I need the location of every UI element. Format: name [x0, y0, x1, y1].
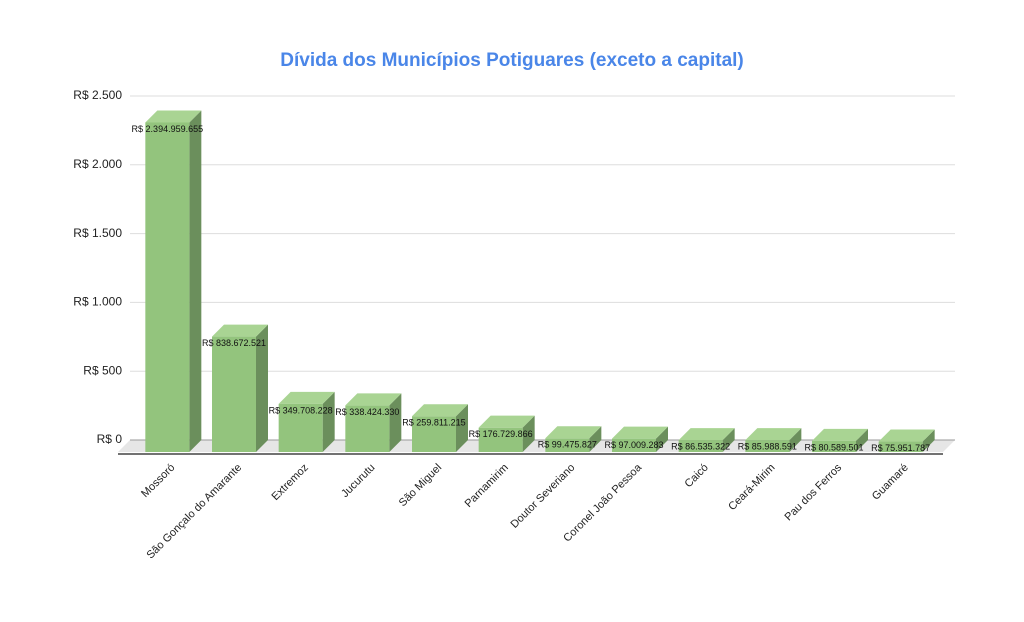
bar-front: [812, 440, 856, 452]
bar-side: [589, 426, 602, 452]
bar-front: [612, 438, 656, 452]
bar-side: [456, 404, 468, 452]
bar-side: [322, 391, 335, 452]
bar: [745, 428, 802, 452]
value-label: R$ 176.729.866: [469, 429, 533, 439]
bar-front: [878, 441, 923, 452]
bar-front: [545, 438, 590, 452]
bar-side: [656, 426, 668, 452]
x-tick-label: Ceará-Mirim: [726, 462, 777, 513]
y-tick-label: R$ 2.000: [73, 157, 122, 171]
bar-front: [678, 440, 723, 452]
value-label: R$ 2.394.959.655: [132, 124, 204, 134]
bar-side: [722, 428, 735, 452]
bar: [145, 110, 202, 452]
bar: [812, 428, 868, 452]
value-label: R$ 85.988.591: [738, 442, 797, 452]
x-tick-label: Doutor Severiano: [508, 462, 577, 531]
bar: [478, 415, 535, 452]
bar: [412, 404, 468, 452]
value-label: R$ 349.708.228: [269, 405, 333, 415]
bar-top: [345, 393, 402, 406]
x-tick-label: Jucurutu: [339, 462, 377, 500]
x-tick-label: Extremoz: [269, 462, 310, 503]
bar-top: [878, 429, 935, 442]
bar: [278, 391, 335, 452]
bar-top: [212, 324, 268, 337]
x-tick-label: Parnamirim: [463, 462, 511, 510]
x-tick-label: São Miguel: [397, 462, 444, 509]
bar-side: [922, 429, 935, 452]
bar: [612, 426, 668, 452]
bar: [345, 393, 402, 452]
value-label: R$ 86.535.322: [671, 441, 730, 451]
value-label: R$ 75.951.787: [871, 443, 930, 453]
bar-side: [189, 110, 202, 452]
bar-front: [212, 336, 256, 452]
bar: [878, 429, 935, 452]
bar-top: [545, 426, 602, 439]
bar-front: [478, 427, 523, 452]
bar-top: [145, 110, 202, 123]
y-tick-label: R$ 1.500: [73, 226, 122, 240]
x-tick-label: Mossoró: [139, 462, 177, 500]
value-label: R$ 338.424.330: [335, 407, 399, 417]
bar-top: [745, 428, 802, 441]
bar-front: [345, 405, 390, 452]
chart-title: Dívida dos Municípios Potiguares (exceto…: [280, 50, 744, 71]
x-tick-label: Guamaré: [870, 462, 911, 503]
bar-front: [412, 416, 456, 452]
x-tick-label: Caicó: [682, 462, 710, 490]
bar-front: [145, 122, 190, 452]
bar-side: [256, 324, 268, 452]
bar: [212, 324, 268, 452]
bar-top: [278, 391, 335, 404]
bar-top: [678, 428, 735, 441]
value-label: R$ 97.009.283: [604, 440, 663, 450]
bar-side: [522, 415, 535, 452]
bar: [545, 426, 602, 452]
y-tick-label: R$ 2.500: [73, 88, 122, 102]
value-label: R$ 80.589.501: [804, 442, 863, 452]
y-tick-label: R$ 500: [83, 363, 122, 377]
bar-side: [789, 428, 802, 452]
y-tick-label: R$ 1.000: [73, 295, 122, 309]
bar-front: [745, 440, 790, 452]
bar-top: [412, 404, 468, 417]
bar-top: [812, 428, 868, 441]
bar-top: [478, 415, 535, 428]
value-label: R$ 838.672.521: [202, 338, 266, 348]
value-label: R$ 259.811.215: [402, 418, 465, 428]
bar-side: [389, 393, 402, 452]
y-tick-label: R$ 0: [97, 432, 123, 446]
x-tick-label: Pau dos Ferros: [783, 461, 845, 523]
bar-top: [612, 426, 668, 439]
bar-side: [856, 428, 868, 452]
value-label: R$ 99.475.827: [538, 440, 597, 450]
bar: [678, 428, 735, 452]
bar-front: [278, 403, 323, 452]
